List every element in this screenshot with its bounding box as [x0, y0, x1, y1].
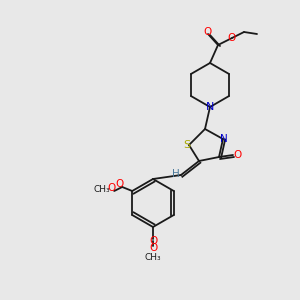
Text: H: H — [172, 169, 180, 179]
Text: O: O — [107, 183, 115, 193]
Text: S: S — [183, 140, 190, 150]
Text: O: O — [115, 179, 123, 189]
Text: N: N — [220, 134, 228, 144]
Text: CH₃: CH₃ — [94, 184, 110, 194]
Text: O: O — [233, 150, 241, 160]
Text: O: O — [228, 33, 236, 43]
Text: O: O — [204, 27, 212, 37]
Text: O: O — [149, 243, 157, 253]
Text: CH₃: CH₃ — [145, 253, 161, 262]
Text: O: O — [149, 236, 157, 246]
Text: N: N — [206, 102, 214, 112]
